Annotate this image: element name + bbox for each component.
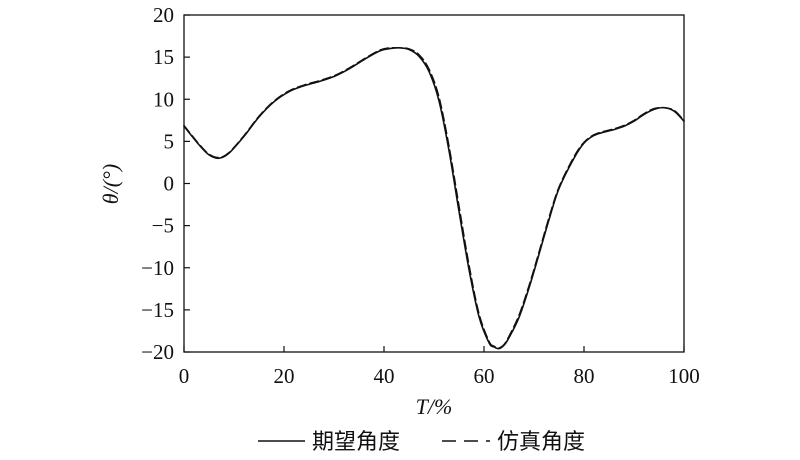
y-tick-label: −20 <box>141 340 174 364</box>
y-tick-label: 0 <box>164 172 175 196</box>
y-tick-label: −10 <box>141 256 174 280</box>
series-layer <box>183 46 685 350</box>
y-tick-label: 15 <box>153 45 174 69</box>
x-tick-label: 100 <box>668 364 700 388</box>
legend-label-expected: 期望角度 <box>312 429 400 454</box>
x-tick-label: 80 <box>574 364 595 388</box>
x-tick-label: 60 <box>474 364 495 388</box>
y-tick-label: −5 <box>152 214 174 238</box>
y-tick-label: 5 <box>164 129 175 153</box>
plot-frame <box>183 14 685 353</box>
y-axis-title: θ/(°) <box>98 164 123 204</box>
x-tick-label: 20 <box>274 364 295 388</box>
x-tick-label: 40 <box>374 364 395 388</box>
series-line-0 <box>183 47 685 350</box>
series-line-1 <box>183 46 685 349</box>
y-tick-label: −15 <box>141 298 174 322</box>
x-axis-title: T/% <box>416 394 453 419</box>
x-axis: 0 20 40 60 80 100 <box>179 346 700 388</box>
y-tick-label: 10 <box>153 87 174 111</box>
y-axis: −20 −15 −10 −5 0 5 10 15 20 <box>141 3 190 364</box>
legend-label-simulated: 仿真角度 <box>497 429 585 454</box>
legend: 期望角度 仿真角度 <box>258 429 585 454</box>
x-tick-label: 0 <box>179 364 190 388</box>
y-tick-label: 20 <box>153 3 174 27</box>
